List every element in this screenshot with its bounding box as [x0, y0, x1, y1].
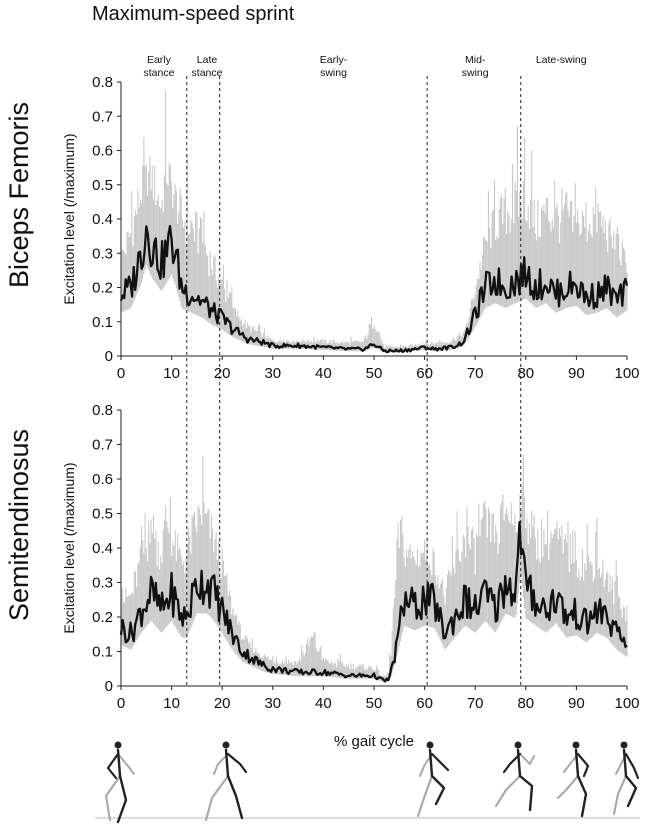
phase-boundaries [186, 76, 522, 688]
y-tick-label: 0.3 [92, 575, 113, 592]
phase-label: swing [320, 67, 347, 79]
y-tick-label: 0.3 [92, 245, 113, 262]
runner-late-stance-icon [204, 741, 248, 822]
runner-early-stance-icon [104, 741, 135, 824]
runner-figures [95, 741, 640, 824]
x-tick-label: 50 [366, 695, 383, 712]
panel-muscle-label: Biceps Femoris [4, 102, 34, 288]
x-tick-label: 60 [416, 365, 433, 382]
band-spikes [120, 90, 628, 353]
phase-label: stance [143, 67, 174, 79]
x-tick-label: 40 [315, 365, 332, 382]
y-tick-label: 0.2 [92, 280, 113, 297]
runner-end-swing-icon [612, 741, 640, 816]
x-tick-label: 0 [117, 365, 125, 382]
phase-label: stance [192, 67, 223, 79]
x-tick-label: 70 [467, 695, 484, 712]
x-tick-label: 60 [416, 695, 433, 712]
x-tick-label: 90 [568, 695, 585, 712]
runner-mid-swing-icon [494, 741, 535, 812]
y-tick-label: 0.1 [92, 314, 113, 331]
x-tick-label: 0 [117, 695, 125, 712]
phase-labels: EarlystanceLatestanceEarly-swingMid-swin… [143, 54, 586, 79]
x-tick-label: 80 [517, 695, 534, 712]
phase-label: Late [197, 54, 218, 66]
panel-biceps-femoris: Biceps Femoris Excitation level (/maximum… [4, 74, 640, 382]
y-tick-label: 0.7 [92, 437, 113, 454]
y-tick-label: 0.4 [92, 211, 113, 228]
y-tick-label: 0.1 [92, 644, 113, 661]
x-tick-label: 70 [467, 365, 484, 382]
y-axis-label: Excitation level (/maximum) [61, 462, 77, 633]
panel-semitendinosus: Semitendinosus Excitation level (/maximum… [4, 402, 640, 712]
phase-label: swing [462, 67, 489, 79]
y-tick-label: 0.7 [92, 108, 113, 125]
y-tick-label: 0.6 [92, 471, 113, 488]
x-tick-label: 10 [163, 365, 180, 382]
y-tick-label: 0.4 [92, 540, 113, 557]
runner-late-swing-icon [556, 741, 590, 818]
y-tick-label: 0.2 [92, 609, 113, 626]
x-tick-label: 100 [614, 365, 639, 382]
panel-muscle-label: Semitendinosus [4, 429, 34, 621]
y-tick-label: 0.8 [92, 74, 113, 91]
variability-band [120, 90, 628, 353]
x-tick-label: 90 [568, 365, 585, 382]
x-tick-label: 100 [614, 695, 639, 712]
x-tick-label: 80 [517, 365, 534, 382]
y-tick-label: 0.6 [92, 143, 113, 160]
phase-label: Mid- [465, 54, 486, 66]
x-tick-label: 10 [163, 695, 180, 712]
y-tick-label: 0.8 [92, 402, 113, 419]
mean-excitation-line [119, 520, 628, 683]
x-tick-label: 50 [366, 365, 383, 382]
phase-label: Early- [320, 54, 348, 66]
x-tick-label: 20 [214, 695, 231, 712]
variability-band [120, 455, 628, 683]
mean-excitation-line [119, 224, 629, 354]
runner-early-swing-icon [416, 741, 450, 818]
band-spikes [120, 455, 628, 683]
x-tick-label: 20 [214, 365, 231, 382]
x-tick-label: 30 [264, 365, 281, 382]
x-tick-label: 40 [315, 695, 332, 712]
y-tick-label: 0.5 [92, 177, 113, 194]
phase-label: Early [147, 54, 172, 66]
x-axis-label: % gait cycle [334, 733, 414, 750]
y-axis-label: Excitation level (/maximum) [61, 133, 77, 304]
phase-label: Late-swing [536, 54, 587, 66]
y-tick-label: 0 [105, 678, 113, 695]
x-tick-label: 30 [264, 695, 281, 712]
chart-title: Maximum-speed sprint [92, 3, 295, 25]
y-tick-label: 0.5 [92, 506, 113, 523]
y-tick-label: 0 [105, 348, 113, 365]
